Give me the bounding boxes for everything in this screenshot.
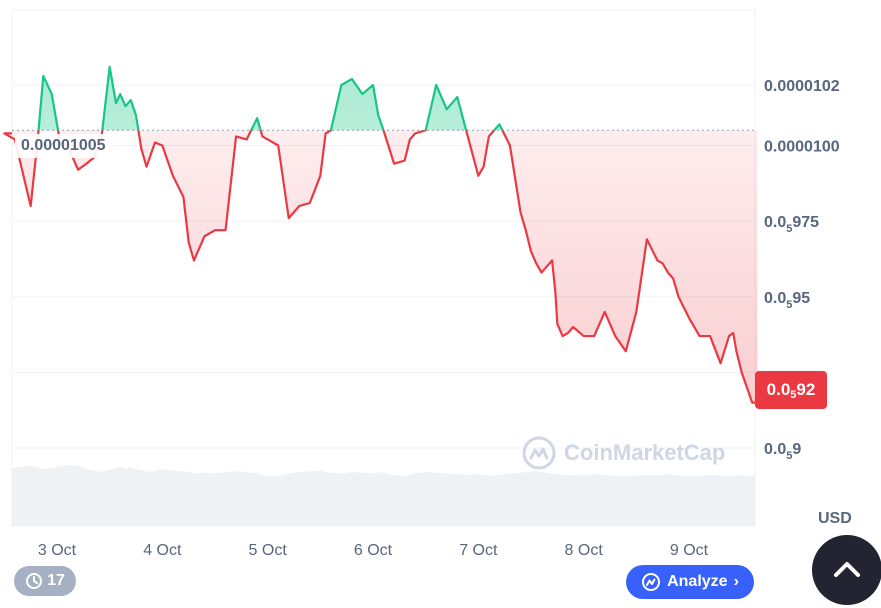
scroll-to-top-button[interactable]: [812, 535, 881, 605]
y-tick-main: 0.0000102: [764, 78, 840, 95]
x-tick-label: 3 Oct: [38, 542, 77, 559]
y-tick-label: 0.0595: [764, 290, 810, 311]
currency-label: USD: [818, 510, 852, 527]
y-tick-main: 0.0: [764, 214, 786, 231]
y-tick-suffix: 9: [792, 441, 801, 458]
reference-price-label: 0.00001005: [15, 134, 112, 158]
volume-area: [4, 464, 758, 526]
price-line-down: [3, 130, 758, 404]
y-tick-main: 0.0: [764, 441, 786, 458]
y-tick-suffix: 975: [792, 214, 819, 231]
y-tick-subscript: 5: [786, 450, 792, 462]
current-price-subscript: 5: [790, 389, 797, 401]
price-line-up: [37, 65, 504, 131]
history-count: 17: [47, 572, 65, 589]
history-icon: [26, 573, 43, 589]
y-tick-label: 0.0000102: [764, 78, 840, 95]
chevron-up-icon: [834, 562, 860, 577]
x-tick-label: 8 Oct: [565, 542, 604, 559]
x-tick-label: 6 Oct: [354, 542, 393, 559]
coinmarketcap-watermark: CoinMarketCap: [522, 436, 725, 470]
x-tick-label: 5 Oct: [249, 542, 288, 559]
y-tick-label: 0.05975: [764, 214, 819, 235]
y-tick-subscript: 5: [786, 299, 792, 311]
y-tick-label: 0.0000100: [764, 139, 840, 156]
watermark-text: CoinMarketCap: [564, 440, 726, 465]
y-tick-suffix: 95: [792, 290, 810, 307]
history-badge[interactable]: 17: [14, 566, 76, 596]
y-tick-main: 0.0000100: [764, 139, 840, 156]
x-tick-label: 9 Oct: [670, 542, 709, 559]
area-below-reference: [4, 130, 758, 403]
current-price-suffix: 92: [796, 380, 816, 399]
current-price-tag: 0.0 5 92: [755, 371, 827, 409]
current-price-prefix: 0.0: [766, 380, 791, 399]
y-tick-label: 0.059: [764, 441, 801, 462]
coinmarketcap-logo-icon: [522, 436, 556, 470]
chevron-right-icon: ›: [733, 573, 739, 590]
analyze-icon: [642, 573, 661, 591]
analyze-label: Analyze: [667, 573, 728, 590]
y-tick-main: 0.0: [764, 290, 786, 307]
x-tick-label: 4 Oct: [143, 542, 182, 559]
y-tick-subscript: 5: [786, 223, 792, 235]
analyze-button[interactable]: Analyze ›: [626, 565, 754, 599]
x-tick-label: 7 Oct: [459, 542, 498, 559]
